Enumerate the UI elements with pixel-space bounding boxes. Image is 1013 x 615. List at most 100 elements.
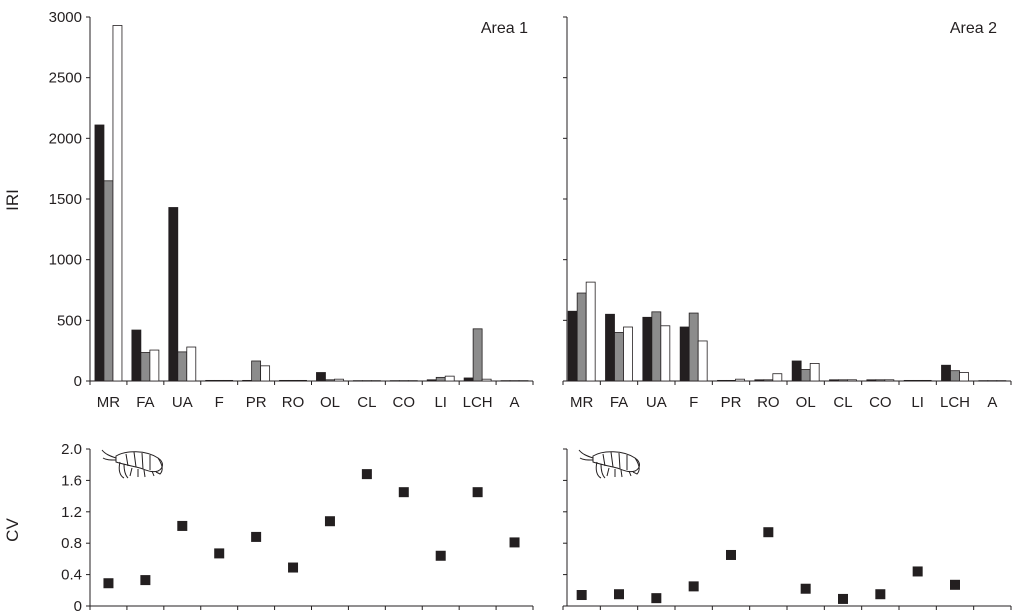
- bar-lch-s2: [950, 370, 960, 382]
- y-tick-label: 2000: [49, 130, 82, 147]
- shrimp-icon: [578, 449, 640, 479]
- cv-point-co: [875, 589, 886, 600]
- bar-li-s3: [444, 375, 455, 382]
- y-tick-label: 1.2: [61, 504, 82, 521]
- bar-f-s2: [688, 312, 699, 382]
- x-tick-label: RO: [757, 394, 780, 411]
- iri-axis-title: IRI: [3, 189, 22, 211]
- bar-a-s3: [996, 380, 1007, 382]
- shrimp-icon: [101, 449, 163, 479]
- x-tick-label: CO: [393, 394, 416, 411]
- bar-fa-s2: [140, 352, 151, 382]
- x-tick-label: LCH: [463, 394, 493, 411]
- area1-label: Area 1: [481, 20, 528, 37]
- bar-ro-s3: [297, 379, 307, 382]
- cv-point-fa: [614, 589, 624, 600]
- cv-area1-panel: 0 0.4 0.8 1.2 1.6 2.0: [61, 441, 534, 615]
- bar-ua-s1: [168, 207, 179, 382]
- iri-area1-panel: 0 500 1000 1500 2000 2500 3000 MR FA UA F PR RO OL CL C…: [49, 9, 534, 411]
- bar-pr-s3: [735, 378, 745, 382]
- bar-cl-s2: [838, 379, 848, 382]
- bar-pr-s3: [260, 365, 271, 382]
- x-tick-label: MR: [570, 394, 593, 411]
- bar-cl-s2: [361, 380, 372, 382]
- bar-co-s2: [398, 380, 409, 382]
- bar-lch-s2: [472, 328, 483, 382]
- bar-f-s1: [679, 326, 690, 382]
- bar-f-s1: [205, 379, 216, 382]
- bar-ua-s3: [186, 346, 197, 382]
- bar-ua-s2: [177, 351, 188, 382]
- cv-point-mr: [103, 578, 114, 589]
- bar-mr-s1: [567, 310, 578, 382]
- bar-mr-s3: [112, 25, 123, 382]
- bar-lch-s3: [481, 378, 492, 382]
- bar-pr-s1: [242, 379, 253, 382]
- bar-fa-s1: [605, 313, 615, 382]
- x-tick-label: OL: [796, 394, 816, 411]
- x-tick-label: PR: [721, 394, 742, 411]
- cv-axis-title: CV: [3, 518, 22, 542]
- bar-co-s3: [884, 379, 895, 382]
- bar-ol-s3: [809, 363, 820, 382]
- x-tick-label: A: [987, 394, 997, 411]
- bar-a-s1: [978, 380, 989, 382]
- y-tick-label: 500: [57, 312, 82, 329]
- bar-ro-s2: [288, 379, 298, 382]
- bar-f-s2: [214, 379, 225, 382]
- cv-point-pr: [726, 549, 736, 560]
- cv-area2-panel: [562, 448, 1012, 610]
- cv-point-ua: [177, 520, 188, 531]
- x-tick-label: PR: [246, 394, 267, 411]
- y-tick-label: 1.6: [61, 472, 82, 489]
- bar-lch-s1: [941, 364, 951, 382]
- cv-point-lch: [950, 579, 960, 590]
- bar-cl-s3: [847, 379, 857, 382]
- bar-a-s1: [500, 380, 511, 382]
- bar-cl-s3: [370, 380, 381, 382]
- cv-point-li: [435, 550, 446, 561]
- bar-mr-s2: [576, 292, 587, 382]
- bar-ol-s2: [800, 369, 811, 382]
- cv-point-cl: [361, 469, 372, 480]
- bar-cl-s1: [352, 380, 363, 382]
- bar-ol-s1: [791, 360, 802, 382]
- x-tick-label: RO: [282, 394, 305, 411]
- bar-lch-s3: [959, 372, 969, 382]
- x-tick-label: CL: [833, 394, 852, 411]
- y-tick-label: 0.8: [61, 535, 82, 552]
- x-tick-label: FA: [610, 394, 628, 411]
- x-tick-label: LI: [911, 394, 924, 411]
- x-tick-label: FA: [136, 394, 154, 411]
- bar-ol-s2: [325, 379, 335, 382]
- x-tick-label: CL: [357, 394, 376, 411]
- x-tick-label: F: [215, 394, 224, 411]
- bar-fa-s1: [131, 329, 142, 382]
- bar-f-s3: [223, 379, 234, 382]
- cv-point-f: [214, 548, 225, 559]
- bar-mr-s2: [103, 180, 114, 382]
- bar-a-s2: [987, 380, 998, 382]
- x-tick-label: CO: [869, 394, 892, 411]
- bar-lch-s1: [463, 377, 474, 382]
- bar-f-s3: [697, 340, 708, 382]
- bar-co-s1: [866, 379, 877, 382]
- bar-ua-s1: [642, 316, 653, 382]
- bar-co-s1: [389, 380, 400, 382]
- y-tick-label: 3000: [49, 9, 82, 26]
- cv-point-ol: [800, 583, 811, 594]
- bar-ol-s1: [316, 372, 326, 382]
- y-tick-label: 2.0: [61, 441, 82, 458]
- bar-cl-s1: [829, 379, 839, 382]
- x-tick-label: UA: [172, 394, 193, 411]
- bar-pr-s2: [726, 379, 736, 382]
- bar-ua-s2: [651, 311, 662, 382]
- bar-ro-s1: [754, 379, 765, 382]
- y-tick-label: 1500: [49, 191, 82, 208]
- bar-ro-s1: [279, 379, 289, 382]
- cv-point-lch: [472, 487, 483, 498]
- bar-li-s3: [921, 379, 932, 382]
- bar-ro-s2: [763, 379, 774, 382]
- x-tick-label: UA: [646, 394, 667, 411]
